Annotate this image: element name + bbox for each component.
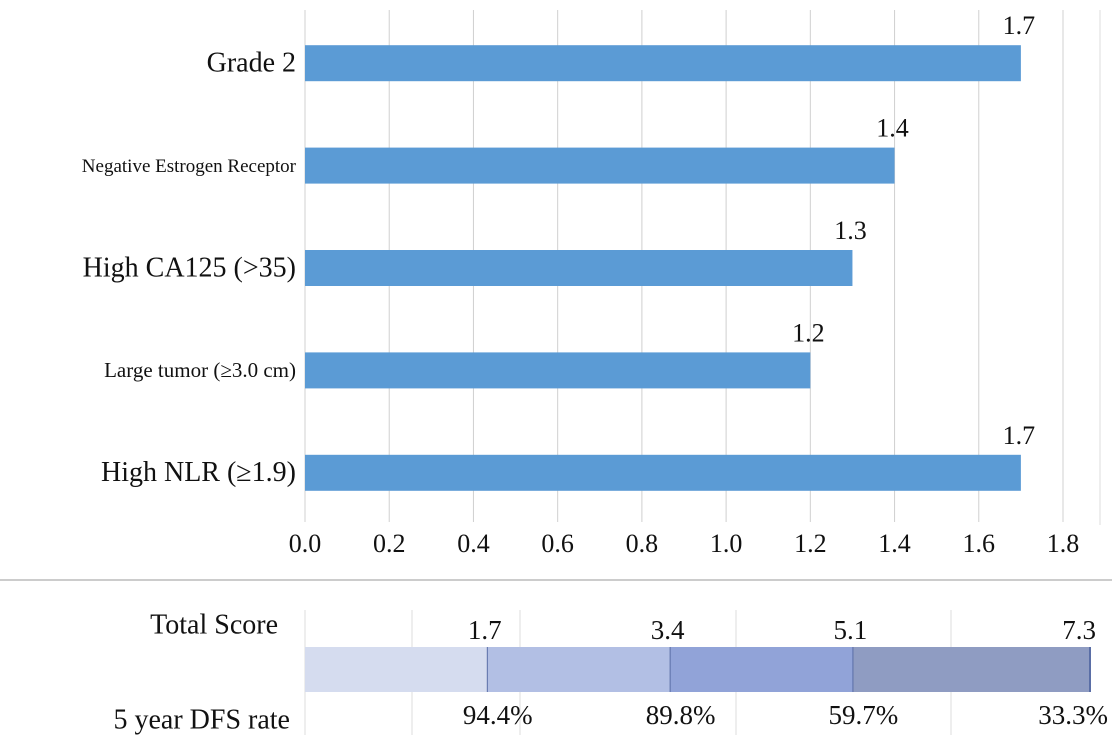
x-tick-label: 0.0 — [289, 529, 322, 558]
bar — [305, 45, 1021, 82]
category-label: High CA125 (>35) — [83, 252, 296, 283]
score-label: 7.3 — [1062, 615, 1096, 645]
score-label: 3.4 — [651, 615, 685, 645]
dfs-label: 94.4% — [463, 700, 533, 730]
dfs-label: 59.7% — [829, 700, 899, 730]
value-label: 1.7 — [1003, 11, 1036, 40]
value-label: 1.2 — [792, 318, 825, 347]
score-label: 5.1 — [834, 615, 868, 645]
x-tick-label: 0.6 — [541, 529, 574, 558]
bar — [305, 250, 853, 286]
x-tick-label: 0.4 — [457, 529, 490, 558]
category-label: Grade 2 — [207, 48, 296, 79]
value-label: 1.7 — [1003, 421, 1036, 450]
x-tick-label: 0.8 — [626, 529, 659, 558]
dfs-label: 89.8% — [646, 700, 716, 730]
dfs-label: 33.3% — [1038, 700, 1108, 730]
x-tick-label: 1.0 — [710, 529, 743, 558]
score-segment — [305, 647, 488, 692]
x-tick-label: 1.4 — [878, 529, 911, 558]
score-segment — [853, 647, 1090, 692]
x-tick-label: 1.6 — [963, 529, 996, 558]
score-segment — [487, 647, 671, 692]
bar — [305, 352, 811, 389]
x-tick-label: 1.2 — [794, 529, 827, 558]
score-segment — [670, 647, 854, 692]
category-label: Negative Estrogen Receptor — [82, 156, 297, 177]
value-label: 1.4 — [876, 114, 909, 143]
x-tick-label: 1.8 — [1047, 529, 1080, 558]
row-label: Total Score — [150, 609, 278, 640]
value-label: 1.3 — [834, 216, 867, 245]
bar — [305, 454, 1021, 491]
category-label: High NLR (≥1.9) — [101, 457, 296, 488]
row-label: 5 year DFS rate — [113, 704, 290, 735]
score-label: 1.7 — [468, 615, 502, 645]
x-tick-label: 0.2 — [373, 529, 406, 558]
bar — [305, 147, 895, 184]
category-label: Large tumor (≥3.0 cm) — [104, 358, 296, 382]
